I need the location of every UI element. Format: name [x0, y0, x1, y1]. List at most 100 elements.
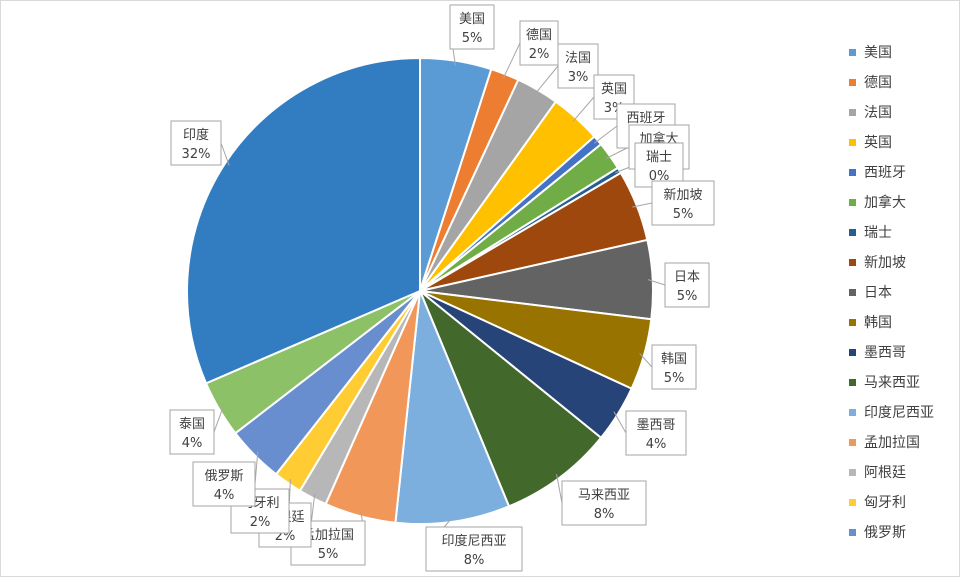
- leader-line-4: [593, 125, 618, 144]
- data-label-name: 马来西亚: [578, 488, 630, 503]
- legend-label: 德国: [864, 75, 892, 91]
- leader-line-10: [613, 411, 627, 434]
- pie-slice-12[interactable]: [394, 290, 511, 525]
- legend-label: 墨西哥: [864, 345, 906, 361]
- legend-label: 英国: [864, 135, 892, 151]
- pie-slice-18[interactable]: [186, 56, 421, 385]
- pie-slice-11[interactable]: [419, 290, 603, 508]
- legend-label: 俄罗斯: [864, 525, 906, 541]
- leader-line-14: [310, 493, 316, 526]
- data-label-6: 瑞士 0%: [634, 142, 684, 188]
- legend: 美国德国法国英国西班牙加拿大瑞士新加坡日本韩国墨西哥马来西亚印度尼西亚孟加拉国阿…: [849, 37, 957, 547]
- legend-item-5: 加拿大: [849, 187, 957, 217]
- legend-label: 匈牙利: [864, 495, 906, 511]
- legend-label: 新加坡: [864, 255, 906, 271]
- data-label-16: 俄罗斯 4%: [192, 461, 256, 507]
- data-label-value: 8%: [594, 507, 615, 522]
- legend-label: 韩国: [864, 315, 892, 331]
- legend-label: 印度尼西亚: [864, 405, 934, 421]
- legend-label: 日本: [864, 285, 892, 301]
- data-label-box: [169, 409, 215, 455]
- legend-swatch: [849, 198, 856, 206]
- data-label-value: 2%: [250, 515, 271, 530]
- legend-item-11: 马来西亚: [849, 367, 957, 397]
- data-label-7: 新加坡 5%: [651, 180, 715, 226]
- leader-line-3: [572, 96, 595, 122]
- data-label-box: [651, 180, 715, 226]
- legend-item-4: 西班牙: [849, 157, 957, 187]
- legend-item-1: 德国: [849, 67, 957, 97]
- data-label-name: 孟加拉国: [302, 528, 354, 543]
- data-label-box: [557, 43, 599, 89]
- data-label-10: 墨西哥 4%: [625, 410, 687, 456]
- legend-item-13: 孟加拉国: [849, 427, 957, 457]
- leader-line-11: [556, 473, 563, 504]
- legend-label: 瑞士: [864, 225, 892, 241]
- legend-item-9: 韩国: [849, 307, 957, 337]
- legend-item-14: 阿根廷: [849, 457, 957, 487]
- data-label-box: [425, 526, 523, 572]
- data-label-name: 泰国: [179, 417, 205, 432]
- legend-swatch: [849, 408, 856, 416]
- data-label-name: 墨西哥: [636, 418, 675, 433]
- data-label-name: 印度: [183, 127, 209, 143]
- data-label-value: 5%: [664, 371, 685, 386]
- leader-line-7: [632, 202, 653, 208]
- legend-swatch: [849, 288, 856, 296]
- data-label-0: 美国 5%: [449, 4, 495, 50]
- labels-layer: 美国5%德国2%法国3%英国3%西班牙1%加拿大2%瑞士0%新加坡5%日本5%韩…: [169, 4, 715, 572]
- leader-line-2: [534, 65, 559, 95]
- data-label-name: 日本: [674, 270, 700, 285]
- legend-swatch: [849, 498, 856, 506]
- data-label-box: [664, 262, 710, 308]
- data-label-18: 印度 32%: [170, 120, 222, 166]
- legend-item-2: 法国: [849, 97, 957, 127]
- legend-item-0: 美国: [849, 37, 957, 67]
- legend-swatch: [849, 138, 856, 146]
- data-label-value: 8%: [464, 553, 485, 568]
- leader-line-8: [647, 279, 666, 286]
- leader-line-17: [213, 406, 224, 433]
- data-label-name: 德国: [526, 28, 552, 43]
- data-label-box: [651, 344, 697, 390]
- data-label-11: 马来西亚 8%: [561, 480, 647, 526]
- data-label-value: 2%: [529, 47, 550, 62]
- leader-line-9: [639, 353, 653, 368]
- legend-swatch: [849, 378, 856, 386]
- data-label-name: 印度尼西亚: [441, 533, 506, 549]
- legend-item-10: 墨西哥: [849, 337, 957, 367]
- legend-swatch: [849, 528, 856, 536]
- legend-item-3: 英国: [849, 127, 957, 157]
- legend-label: 法国: [864, 105, 892, 121]
- data-label-12: 印度尼西亚 8%: [425, 526, 523, 572]
- data-label-1: 德国 2%: [519, 20, 559, 66]
- data-label-17: 泰国 4%: [169, 409, 215, 455]
- data-label-box: [170, 120, 222, 166]
- data-label-box: [449, 4, 495, 50]
- legend-swatch: [849, 258, 856, 266]
- legend-swatch: [849, 168, 856, 176]
- data-label-value: 5%: [462, 31, 483, 46]
- legend-label: 西班牙: [864, 165, 906, 181]
- data-label-name: 法国: [565, 51, 591, 66]
- leader-line-18: [220, 142, 230, 166]
- data-label-value: 5%: [673, 207, 694, 222]
- data-label-value: 4%: [646, 437, 667, 452]
- leader-line-5: [605, 146, 630, 159]
- data-label-9: 韩国 5%: [651, 344, 697, 390]
- data-label-box: [625, 410, 687, 456]
- data-label-box: [634, 142, 684, 188]
- data-label-value: 0%: [649, 169, 670, 184]
- data-label-value: 3%: [568, 70, 589, 85]
- data-label-value: 4%: [214, 488, 235, 503]
- legend-item-12: 印度尼西亚: [849, 397, 957, 427]
- slices-layer: [186, 56, 654, 525]
- legend-swatch: [849, 438, 856, 446]
- legend-item-16: 俄罗斯: [849, 517, 957, 547]
- legend-item-15: 匈牙利: [849, 487, 957, 517]
- data-label-value: 5%: [318, 547, 339, 562]
- legend-swatch: [849, 48, 856, 56]
- data-label-name: 西班牙: [626, 111, 665, 126]
